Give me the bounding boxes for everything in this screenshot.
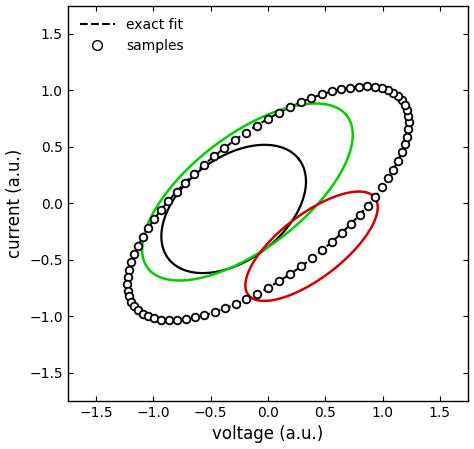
Y-axis label: current (a.u.): current (a.u.)	[6, 149, 24, 258]
X-axis label: voltage (a.u.): voltage (a.u.)	[212, 426, 324, 444]
Legend: exact fit, samples: exact fit, samples	[74, 13, 189, 58]
